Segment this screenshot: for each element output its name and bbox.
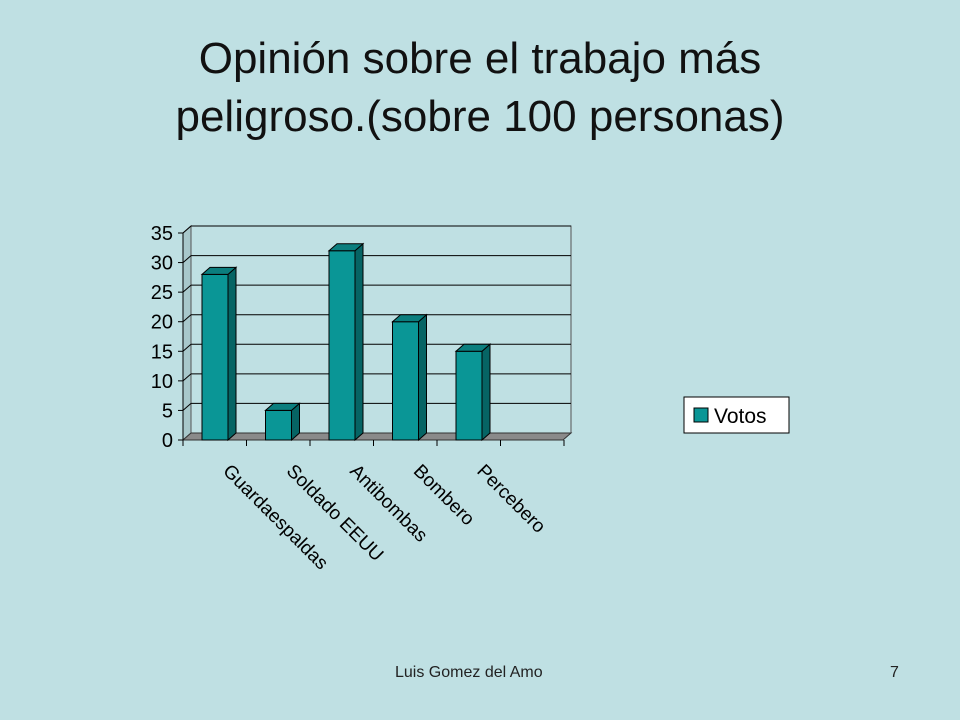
- bar: [201, 273, 229, 441]
- y-tick-label: 10: [151, 371, 173, 393]
- footer-author: Luis Gomez del Amo: [395, 664, 543, 681]
- gridline-side: [182, 225, 192, 234]
- bar-side: [418, 313, 427, 442]
- chart-side-wall: [182, 224, 192, 442]
- y-tick-label: 25: [151, 282, 173, 304]
- gridline-side: [182, 255, 192, 263]
- gridline-side: [182, 284, 192, 293]
- bar: [455, 350, 483, 441]
- x-tick-label: Percebero: [472, 461, 549, 538]
- gridline-side: [182, 314, 192, 323]
- legend-swatch: [693, 407, 709, 423]
- y-tick-label: 30: [151, 253, 173, 275]
- bar-top: [327, 243, 365, 252]
- gridline-side: [182, 343, 192, 352]
- slide-title: Opinión sobre el trabajo más peligroso.(…: [0, 30, 960, 146]
- bar-side: [481, 343, 491, 442]
- y-tick-label: 5: [162, 400, 173, 422]
- bar-side: [227, 266, 237, 442]
- gridline-side: [182, 403, 192, 411]
- bar-top: [200, 266, 238, 275]
- gridline-side: [182, 373, 192, 382]
- slide-title-line-2: peligroso.(sobre 100 personas): [175, 92, 785, 141]
- bar-top: [264, 402, 301, 411]
- page-number: 7: [890, 664, 899, 681]
- chart-back-wall: [190, 225, 572, 434]
- bar: [265, 409, 292, 441]
- y-tick-label: 20: [151, 312, 173, 334]
- y-tick-label: 0: [162, 430, 173, 452]
- bar-top: [454, 343, 492, 352]
- bar-top: [391, 314, 428, 323]
- y-tick-label: 35: [151, 223, 173, 245]
- legend-label: Votos: [714, 405, 767, 428]
- bar: [392, 321, 419, 441]
- bar: [328, 250, 356, 441]
- bar-side: [354, 242, 364, 442]
- chart-floor: [181, 432, 573, 441]
- slide-title-line-1: Opinión sobre el trabajo más: [198, 34, 762, 83]
- y-tick-label: 15: [151, 341, 173, 363]
